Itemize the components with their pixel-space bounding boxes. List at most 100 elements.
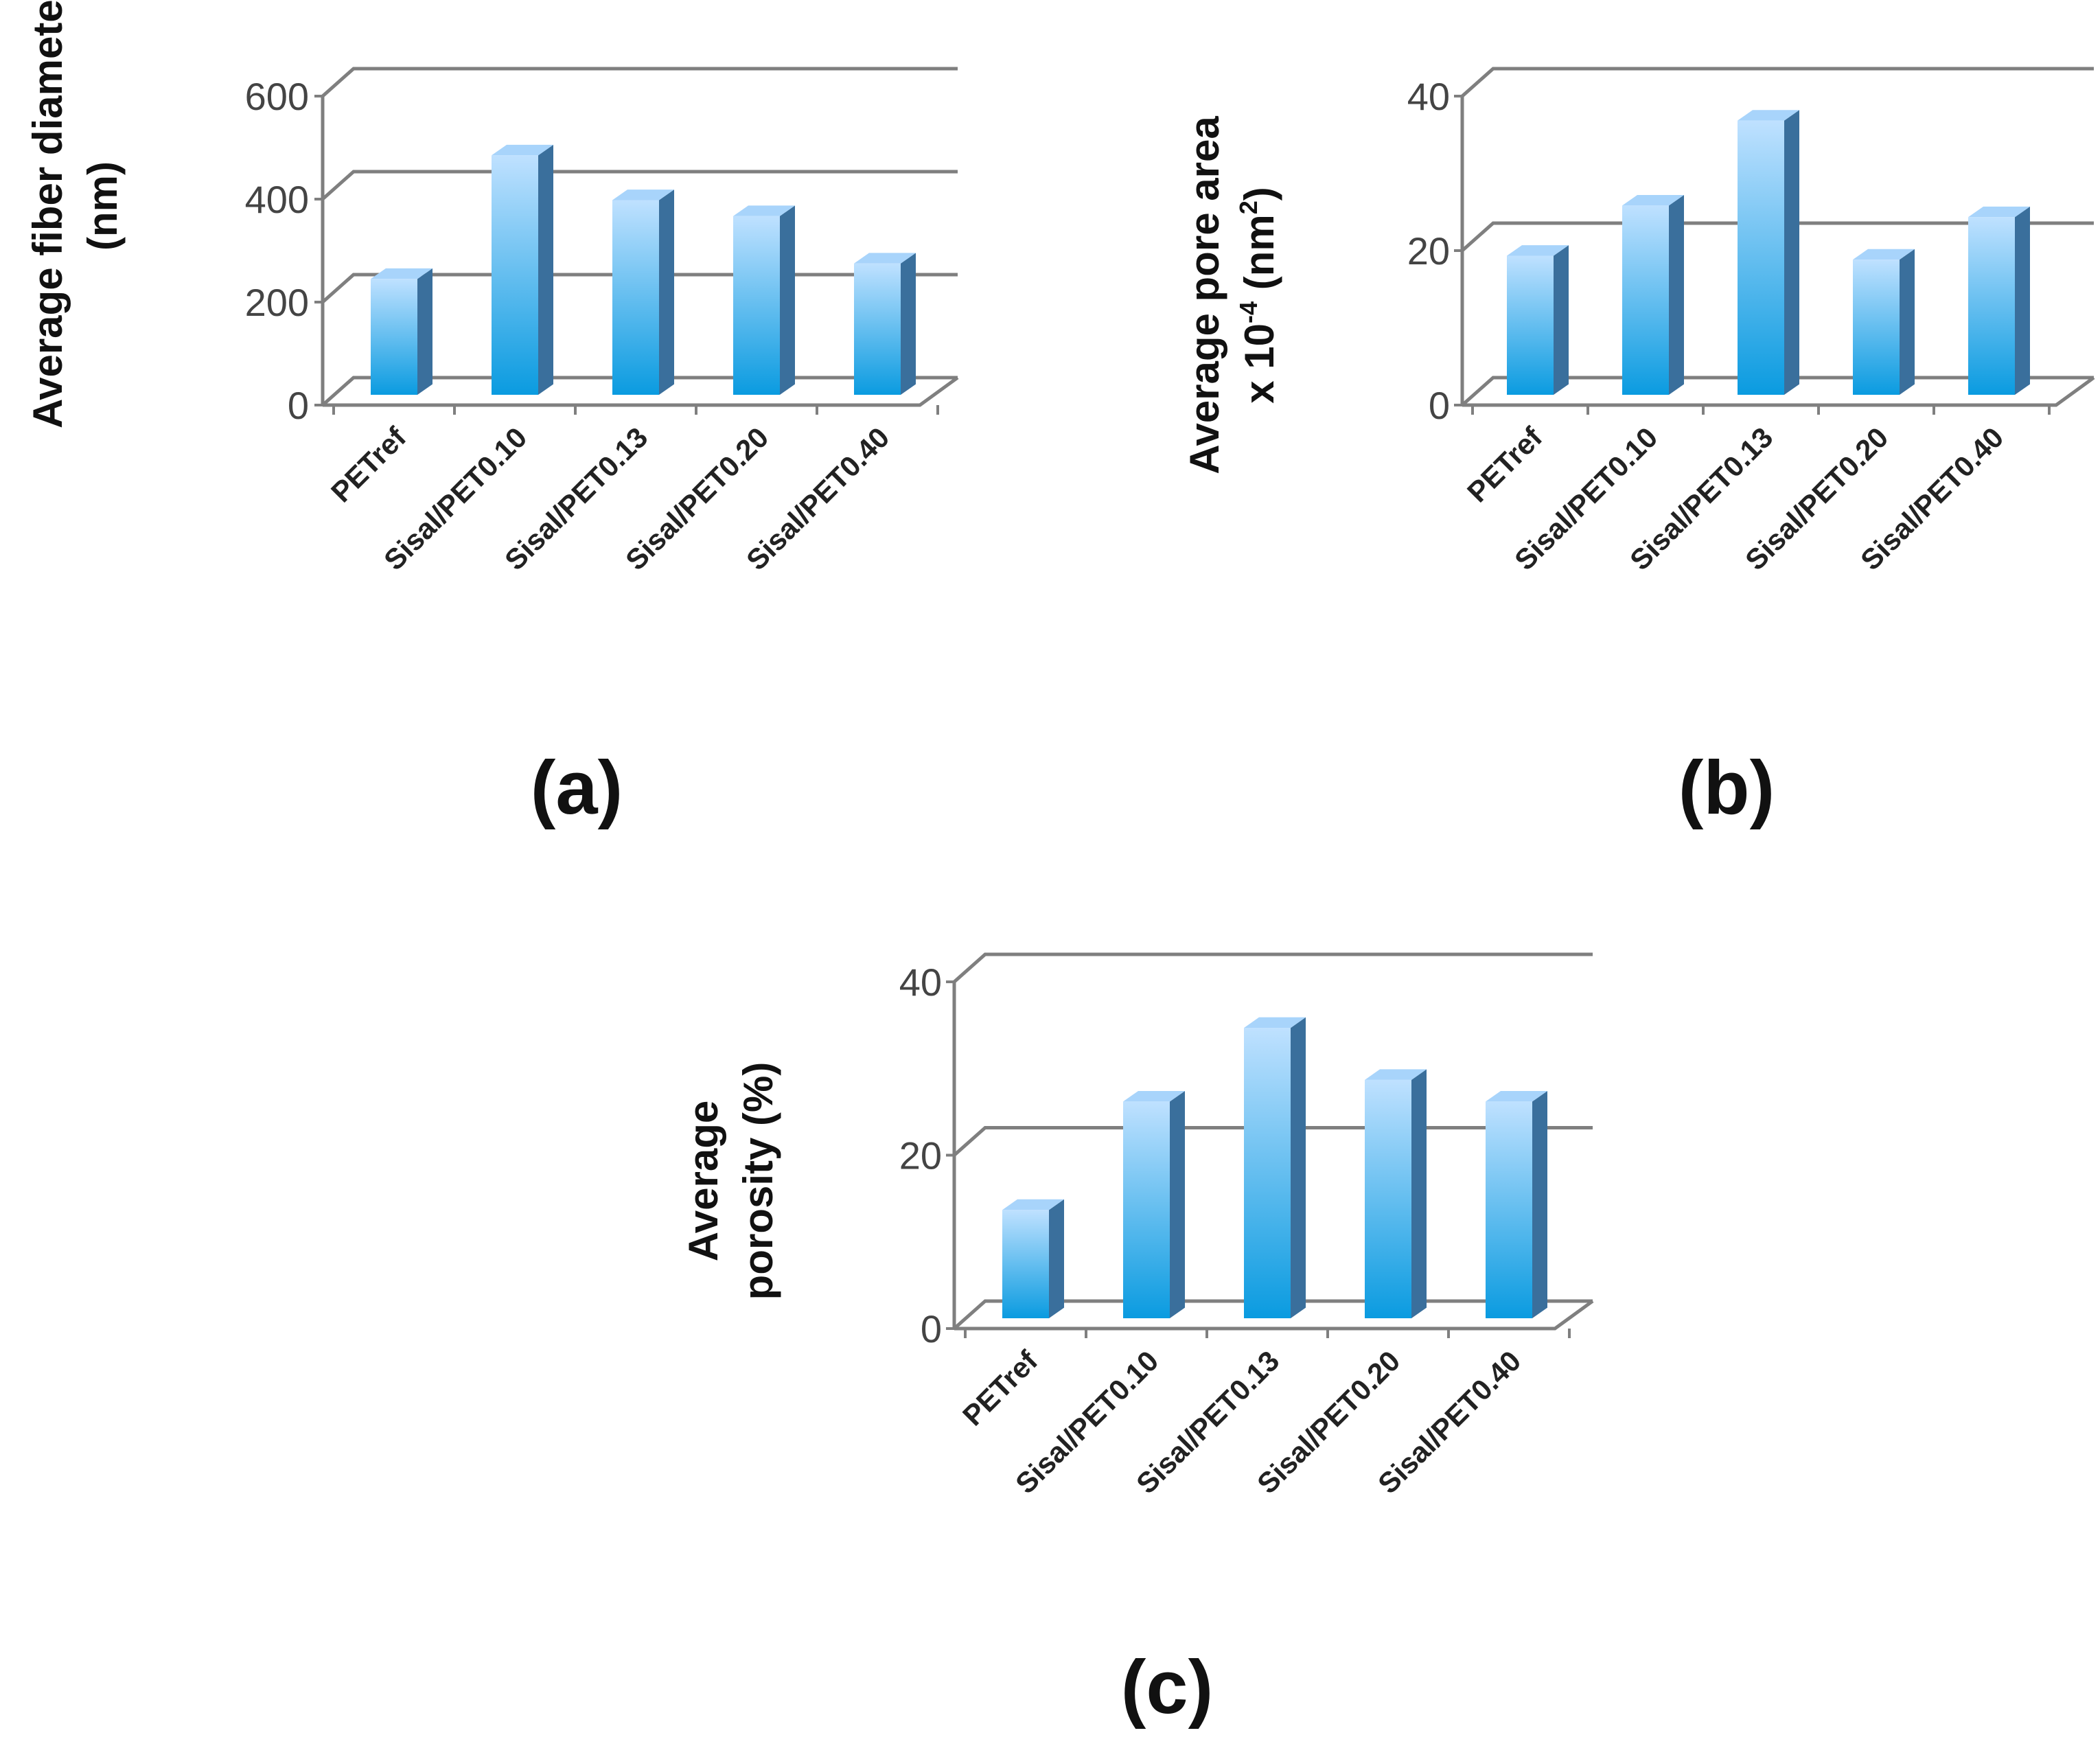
chart-b-y-ticks: 0 20 40 bbox=[1407, 75, 1450, 427]
chart-b-bar-2 bbox=[1738, 110, 1799, 395]
chart-b-bar-0-side bbox=[1554, 245, 1569, 395]
chart-a-floor-edge bbox=[323, 376, 959, 407]
chart-c-x-ticks: PETrefSisal/PET0.10Sisal/PET0.13Sisal/PE… bbox=[956, 1344, 1527, 1500]
chart-b-x-ticks: PETrefSisal/PET0.10Sisal/PET0.13Sisal/PE… bbox=[1461, 420, 2009, 576]
chart-a-ytick-label-200: 200 bbox=[245, 281, 309, 324]
chart-b-bar-4 bbox=[1968, 206, 2030, 395]
chart-a-bars bbox=[371, 144, 916, 395]
chart-c-bar-3-front bbox=[1365, 1079, 1411, 1318]
chart-b-ylabel-line2: x 10-4 (nm2) bbox=[1234, 187, 1282, 403]
chart-b-bar-1 bbox=[1622, 194, 1684, 395]
chart-c-bar-3 bbox=[1365, 1069, 1427, 1318]
chart-a-bar-0-front bbox=[371, 279, 417, 395]
chart-a-bar-4-side bbox=[901, 253, 916, 395]
chart-b-floor-edge bbox=[1462, 376, 2095, 407]
chart-c-ytick-label-20: 20 bbox=[899, 1134, 942, 1178]
chart-b-bar-4-front bbox=[1968, 217, 2015, 395]
chart-b-bar-2-side bbox=[1784, 110, 1799, 395]
chart-a-panel-label: (a) bbox=[531, 746, 623, 830]
chart-a-bar-0 bbox=[371, 268, 432, 395]
chart-a-ylabel-line1: Average fiber diameter bbox=[25, 0, 71, 428]
chart-a-bar-1-side bbox=[538, 144, 553, 395]
chart-b-bar-1-side bbox=[1669, 194, 1684, 395]
chart-b-bar-3-side bbox=[1900, 249, 1915, 395]
chart-b-bar-3-front bbox=[1853, 260, 1900, 395]
chart-a-ylabel-line2: (nm) bbox=[80, 161, 126, 251]
chart-c-floor-edge bbox=[954, 1299, 1594, 1331]
chart-c-bar-4-front bbox=[1486, 1101, 1532, 1318]
chart-a-y-axis-label: Average fiber diameter (nm) bbox=[25, 0, 126, 428]
chart-c-bar-3-side bbox=[1411, 1069, 1427, 1318]
chart-a-x-ticks: PETrefSisal/PET0.10Sisal/PET0.13Sisal/PE… bbox=[325, 420, 895, 576]
chart-c-ylabel-line1: Average bbox=[680, 1101, 726, 1262]
chart-c-bar-1 bbox=[1123, 1090, 1185, 1318]
chart-c-bar-3-top bbox=[1365, 1069, 1427, 1080]
chart-a-gridline-400 bbox=[321, 170, 958, 200]
chart-b-ylabel-line1: Average pore area bbox=[1181, 116, 1227, 474]
chart-c-y-ticks: 0 20 40 bbox=[899, 961, 942, 1351]
chart-b-gridline-20 bbox=[1461, 221, 2094, 252]
chart-c-bar-0-side bbox=[1049, 1199, 1064, 1318]
chart-a: 0 200 400 600 PETrefSisal/PET0.10Sisal/PET0… bbox=[25, 0, 959, 830]
chart-b-ytick-label-40: 40 bbox=[1407, 75, 1450, 118]
chart-a-ytick-label-400: 400 bbox=[245, 178, 309, 221]
chart-c-bar-2-side bbox=[1291, 1017, 1306, 1318]
chart-b-bar-3-top bbox=[1853, 249, 1915, 260]
chart-a-bar-1 bbox=[492, 144, 553, 395]
chart-c-panel-label: (c) bbox=[1121, 1645, 1213, 1730]
chart-a-bar-2 bbox=[612, 189, 674, 395]
chart-c-bar-2-front bbox=[1244, 1028, 1291, 1318]
chart-b: 0 20 40 PETrefSisal/PET0.10Sisal/PET0.13Si… bbox=[1181, 67, 2095, 830]
chart-a-bar-3-side bbox=[780, 205, 795, 395]
chart-b-bar-0-front bbox=[1507, 255, 1554, 395]
chart-b-ytick-label-0: 0 bbox=[1429, 384, 1450, 427]
chart-c-bar-0 bbox=[1002, 1199, 1064, 1318]
chart-a-bar-4-top bbox=[854, 253, 916, 264]
chart-b-gridline-40 bbox=[1461, 67, 2094, 97]
chart-b-bar-4-top bbox=[1968, 206, 2030, 218]
chart-b-bar-0 bbox=[1507, 245, 1569, 395]
chart-c-bar-4-top bbox=[1486, 1090, 1547, 1102]
chart-a-y-ticks: 0 200 400 600 bbox=[245, 75, 309, 427]
chart-c-bar-4 bbox=[1486, 1090, 1547, 1318]
chart-c-bar-1-front bbox=[1123, 1101, 1170, 1318]
chart-c-y-axis-label: Average porosity (%) bbox=[680, 1062, 781, 1300]
chart-c-ylabel-line2: porosity (%) bbox=[735, 1062, 781, 1300]
chart-a-bar-4 bbox=[854, 253, 916, 395]
chart-a-bar-2-side bbox=[659, 189, 674, 395]
chart-b-bar-3 bbox=[1853, 249, 1915, 395]
chart-c-bar-4-side bbox=[1532, 1090, 1547, 1318]
chart-a-gridline-600 bbox=[321, 67, 958, 97]
chart-b-y-axis-label: Average pore area x 10-4 (nm2) bbox=[1181, 116, 1282, 474]
chart-c-ytick-label-0: 0 bbox=[921, 1307, 942, 1351]
chart-a-bar-0-side bbox=[417, 268, 432, 395]
chart-c-bar-1-top bbox=[1123, 1090, 1185, 1102]
chart-c-bar-1-side bbox=[1170, 1090, 1185, 1318]
chart-b-bar-2-top bbox=[1738, 110, 1799, 121]
chart-b-panel-label: (b) bbox=[1678, 746, 1775, 830]
chart-b-bars bbox=[1507, 110, 2030, 395]
chart-c-bars bbox=[1002, 1017, 1547, 1318]
chart-b-xtick-label-0: PETref bbox=[1461, 420, 1549, 508]
chart-c-xtick-label-0: PETref bbox=[956, 1344, 1044, 1432]
chart-c-bar-2 bbox=[1244, 1017, 1306, 1318]
chart-c-ytick-label-40: 40 bbox=[899, 961, 942, 1004]
chart-c-bar-0-top bbox=[1002, 1199, 1064, 1210]
chart-a-ytick-label-0: 0 bbox=[288, 384, 309, 427]
chart-b-bar-1-front bbox=[1622, 205, 1669, 395]
chart-c-bar-2-top bbox=[1244, 1017, 1306, 1029]
chart-a-bar-3-front bbox=[733, 216, 780, 395]
chart-b-bar-4-side bbox=[2015, 206, 2030, 395]
chart-a-bar-1-front bbox=[492, 155, 538, 395]
chart-b-bar-0-top bbox=[1507, 245, 1569, 256]
chart-a-xtick-label-0: PETref bbox=[325, 420, 413, 508]
chart-a-ytick-label-600: 600 bbox=[245, 75, 309, 118]
chart-a-bar-0-top bbox=[371, 268, 432, 279]
chart-b-bar-2-front bbox=[1738, 120, 1784, 395]
chart-b-bar-1-top bbox=[1622, 194, 1684, 206]
chart-b-ytick-label-20: 20 bbox=[1407, 229, 1450, 273]
chart-a-bar-3 bbox=[733, 205, 795, 395]
chart-a-bar-3-top bbox=[733, 205, 795, 216]
chart-a-bar-2-top bbox=[612, 189, 674, 200]
